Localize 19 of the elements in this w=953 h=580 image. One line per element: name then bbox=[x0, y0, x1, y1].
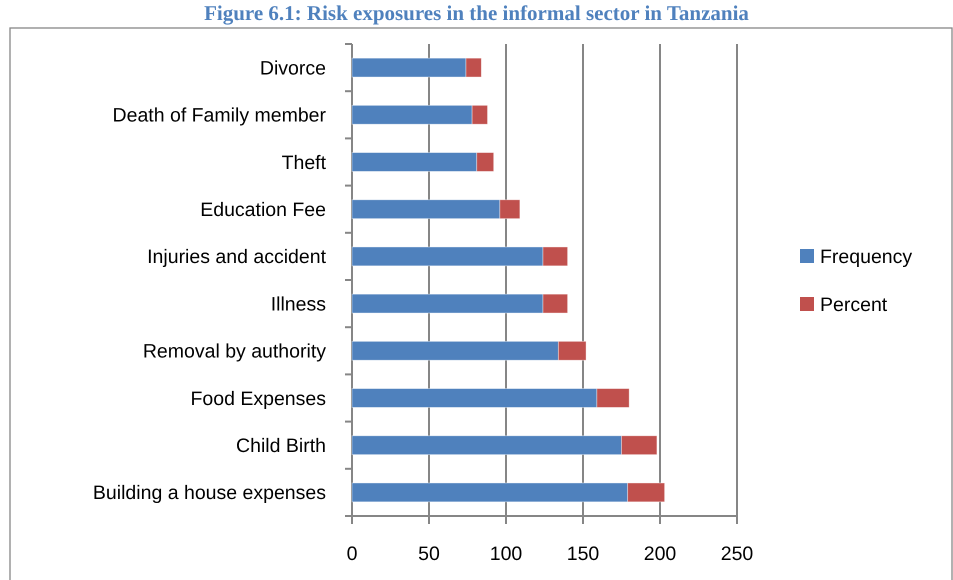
y-tick-label: Child Birth bbox=[236, 435, 326, 458]
y-tick-label: Removal by authority bbox=[142, 340, 326, 363]
chart-title: Figure 6.1: Risk exposures in the informal sector in Tanzania bbox=[204, 1, 750, 25]
y-tick-label: Divorce bbox=[260, 57, 326, 80]
x-tick-label: 150 bbox=[566, 543, 600, 565]
y-tick-label: Illness bbox=[270, 293, 326, 316]
x-tick-label: 0 bbox=[346, 543, 358, 565]
x-tick-label: 100 bbox=[490, 543, 522, 565]
x-tick-label: 250 bbox=[720, 543, 754, 565]
legend-label: Percent bbox=[820, 294, 888, 316]
y-tick-label: Theft bbox=[282, 152, 327, 174]
y-tick-label: Education Fee bbox=[200, 199, 326, 222]
y-tick-label: Food Expenses bbox=[190, 388, 326, 410]
y-tick-label: Building a house expenses bbox=[92, 482, 326, 504]
x-tick-label: 50 bbox=[418, 543, 440, 565]
x-tick-label: 200 bbox=[644, 543, 676, 565]
y-tick-label: Death of Family member bbox=[112, 104, 327, 127]
y-tick-label: Injuries and accident bbox=[147, 246, 327, 268]
legend-label: Frequency bbox=[820, 246, 912, 268]
